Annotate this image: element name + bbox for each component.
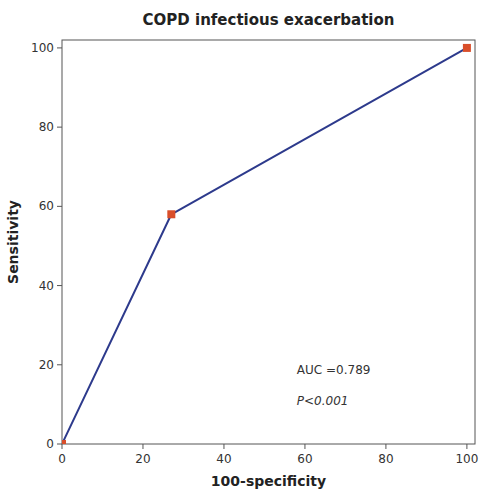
plot-frame [62, 40, 475, 444]
x-tick-label: 60 [297, 452, 312, 466]
x-tick-label: 0 [58, 452, 66, 466]
chart-container: 0 20 40 60 80 100 0 20 40 60 80 100 100-specificity S… [0, 0, 493, 500]
roc-marker [167, 210, 175, 218]
x-tick [466, 444, 467, 449]
x-tick [62, 444, 63, 449]
y-tick [57, 47, 62, 48]
y-tick-label: 20 [39, 358, 54, 372]
roc-marker [463, 44, 471, 52]
x-tick-label: 40 [216, 452, 231, 466]
y-tick [57, 364, 62, 365]
annotation: AUC =0.789 [297, 363, 371, 377]
x-tick-label: 80 [378, 452, 393, 466]
y-tick [57, 127, 62, 128]
plot-area [62, 44, 471, 444]
x-tick [304, 444, 305, 449]
y-tick [57, 444, 62, 445]
y-tick [57, 285, 62, 286]
x-tick-label: 100 [455, 452, 478, 466]
y-tick-label: 100 [31, 41, 54, 55]
x-tick [223, 444, 224, 449]
roc-marker [62, 440, 66, 444]
y-tick-label: 0 [46, 437, 54, 451]
y-axis-label: Sensitivity [5, 200, 21, 284]
y-tick-label: 80 [39, 120, 54, 134]
x-tick [142, 444, 143, 449]
y-tick-label: 40 [39, 279, 54, 293]
chart: 0 20 40 60 80 100 0 20 40 60 80 100 100-specificity S… [0, 0, 493, 500]
x-tick [385, 444, 386, 449]
roc-line [62, 48, 467, 444]
annotation: P<0.001 [297, 394, 349, 408]
y-tick [57, 206, 62, 207]
x-tick-label: 20 [135, 452, 150, 466]
y-tick-label: 60 [39, 199, 54, 213]
x-axis-label: 100-specificity [211, 473, 326, 489]
chart-title: COPD infectious exacerbation [143, 11, 395, 29]
